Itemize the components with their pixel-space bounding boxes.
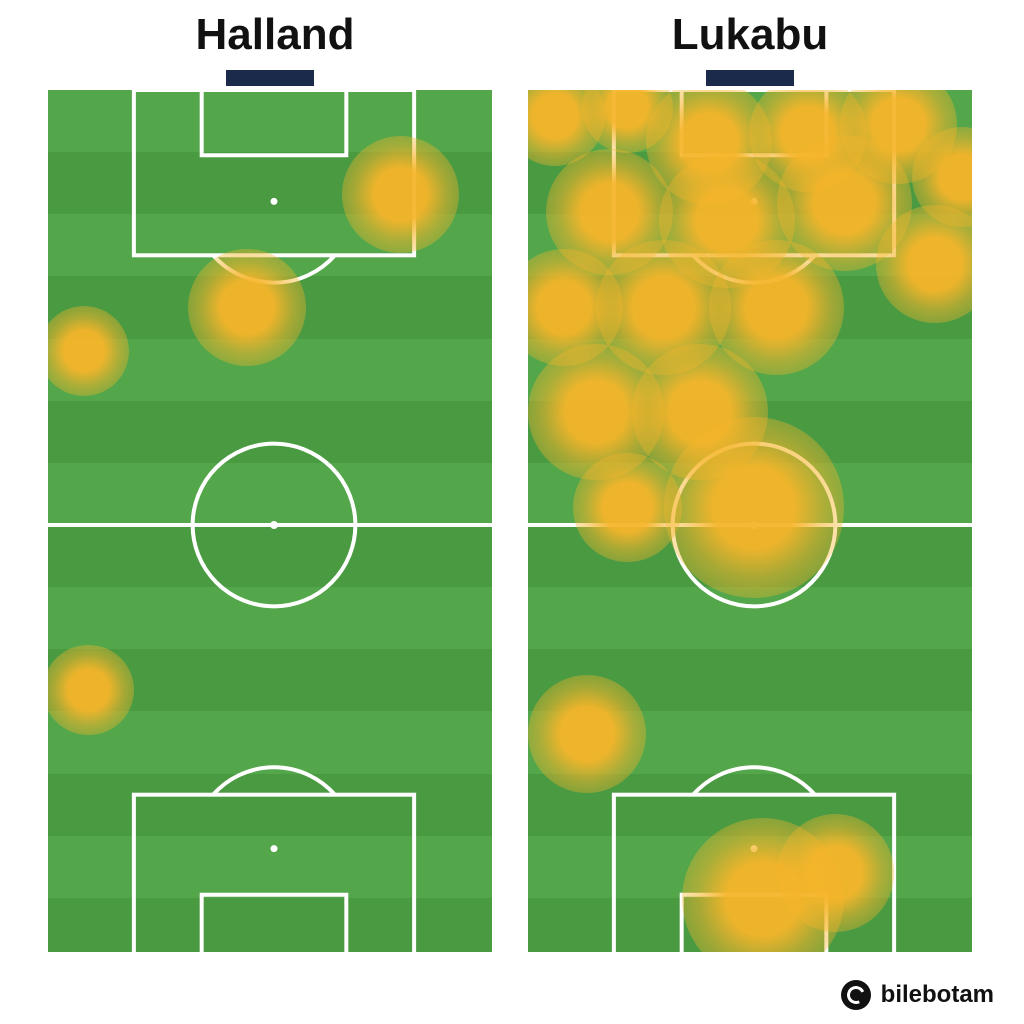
heat-layer (48, 90, 492, 952)
heat-blob (342, 136, 460, 254)
brand-icon (841, 980, 871, 1010)
heat-layer (528, 90, 972, 952)
pitch-left (44, 86, 496, 956)
heatmap-comparison: { "canvas": { "width": 1024, "height": 1… (0, 0, 1024, 1024)
heat-blob (876, 205, 976, 323)
heat-blob (44, 306, 129, 396)
heat-blob (777, 814, 895, 932)
watermark: bilebotam (841, 980, 994, 1010)
heat-blob (44, 645, 134, 735)
pitch-right (524, 86, 976, 956)
brand-label: bilebotam (881, 981, 994, 1009)
goal-marker-right (706, 70, 794, 86)
heat-blob (188, 249, 306, 367)
heat-blob (528, 675, 646, 793)
heat-blob (664, 417, 845, 598)
player-name-right: Lukabu (550, 10, 950, 60)
heat-blob (573, 453, 681, 561)
goal-marker-left (226, 70, 314, 86)
player-name-left: Halland (75, 10, 475, 60)
